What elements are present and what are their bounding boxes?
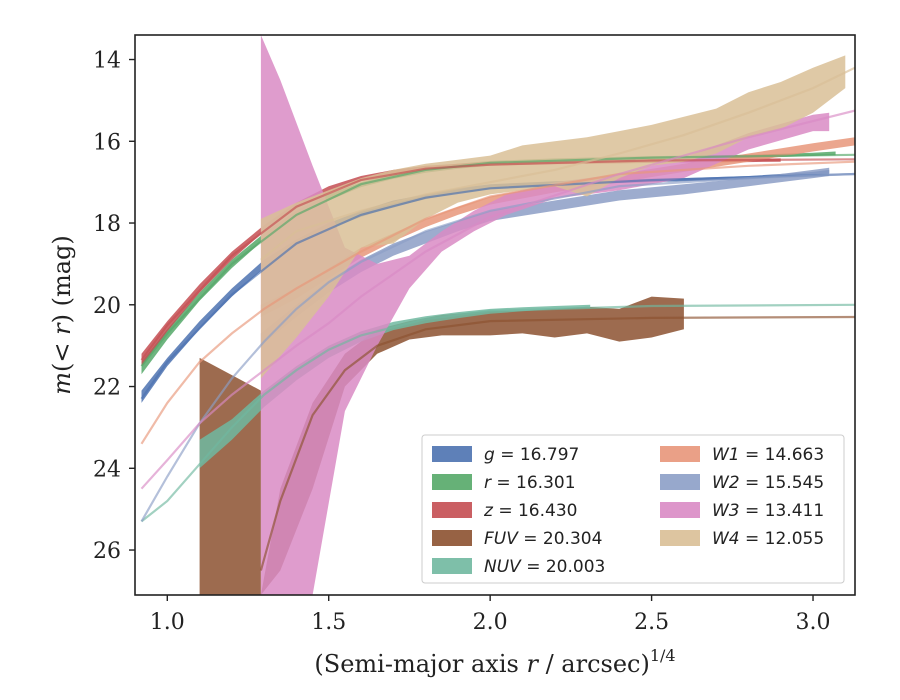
legend-swatch-r — [432, 474, 472, 490]
series-band-w4 — [260, 55, 846, 379]
y-tick-label: 26 — [93, 539, 121, 564]
series-layer — [140, 35, 855, 595]
y-tick-label: 14 — [93, 49, 121, 74]
y-tick-label: 22 — [93, 376, 121, 401]
x-axis-label: (Semi-major axis r / arcsec)1/4 — [314, 646, 675, 678]
y-tick-label: 16 — [93, 130, 121, 155]
series-fit-w3 — [140, 109, 855, 490]
legend: g = 16.797 r = 16.301 z = 16.430 FUV = 20.3… — [421, 434, 845, 584]
legend-label-nuv: NUV = 20.003 — [484, 557, 605, 577]
legend-label-fuv: FUV = 20.304 — [484, 529, 602, 549]
legend-swatch-fuv — [432, 530, 472, 546]
legend-label-g: g = 16.797 — [484, 445, 579, 465]
x-tick-label: 1.0 — [150, 610, 185, 635]
y-axis-label-mid: (< — [48, 335, 76, 372]
x-tick-label: 3.0 — [796, 610, 831, 635]
x-axis-label-exp: 1/4 — [650, 646, 676, 665]
x-axis-label-post: / arcsec) — [538, 650, 650, 678]
series-fit-w4 — [260, 66, 855, 261]
y-axis-label: m(< r) (mag) — [48, 235, 76, 395]
plot-frame — [134, 34, 856, 596]
legend-label-w3: W3 = 13.411 — [712, 501, 824, 521]
y-tick-label: 24 — [93, 457, 121, 482]
y-tick-label: 20 — [93, 294, 121, 319]
y-axis-label-r: r — [48, 322, 76, 335]
legend-swatch-w3 — [660, 502, 700, 518]
series-fit-z — [140, 158, 855, 361]
legend-swatch-w2 — [660, 474, 700, 490]
legend-swatch-w4 — [660, 530, 700, 546]
y-tick-label: 18 — [93, 212, 121, 237]
legend-label-z: z = 16.430 — [483, 501, 577, 521]
y-axis-label-unit: ) (mag) — [48, 235, 76, 323]
legend-swatch-nuv — [432, 558, 472, 574]
legend-label-w4: W4 = 12.055 — [712, 529, 824, 549]
y-axis-label-var: m — [48, 372, 76, 395]
x-tick-label: 2.5 — [634, 610, 669, 635]
legend-label-w2: W2 = 15.545 — [712, 473, 824, 493]
x-tick-label: 2.0 — [473, 610, 508, 635]
legend-label-w1: W1 = 14.663 — [712, 445, 824, 465]
x-tick-label: 1.5 — [311, 610, 346, 635]
series-band-w3 — [260, 35, 830, 595]
series-fit-fuv — [259, 315, 855, 571]
legend-frame — [421, 434, 845, 584]
legend-swatch-g — [432, 446, 472, 462]
x-axis-label-var: r — [526, 650, 539, 678]
legend-swatch-z — [432, 502, 472, 518]
legend-label-r: r = 16.301 — [484, 473, 576, 493]
series-fit-g — [140, 172, 855, 400]
legend-swatch-w1 — [660, 446, 700, 462]
series-band-w2 — [260, 167, 830, 346]
axes-layer: 1.0 1.5 2.0 2.5 3.0 14 16 18 20 22 24 26 — [93, 49, 831, 635]
series-fit-nuv — [140, 303, 855, 523]
x-axis-label-pre: (Semi-major axis — [314, 650, 526, 678]
